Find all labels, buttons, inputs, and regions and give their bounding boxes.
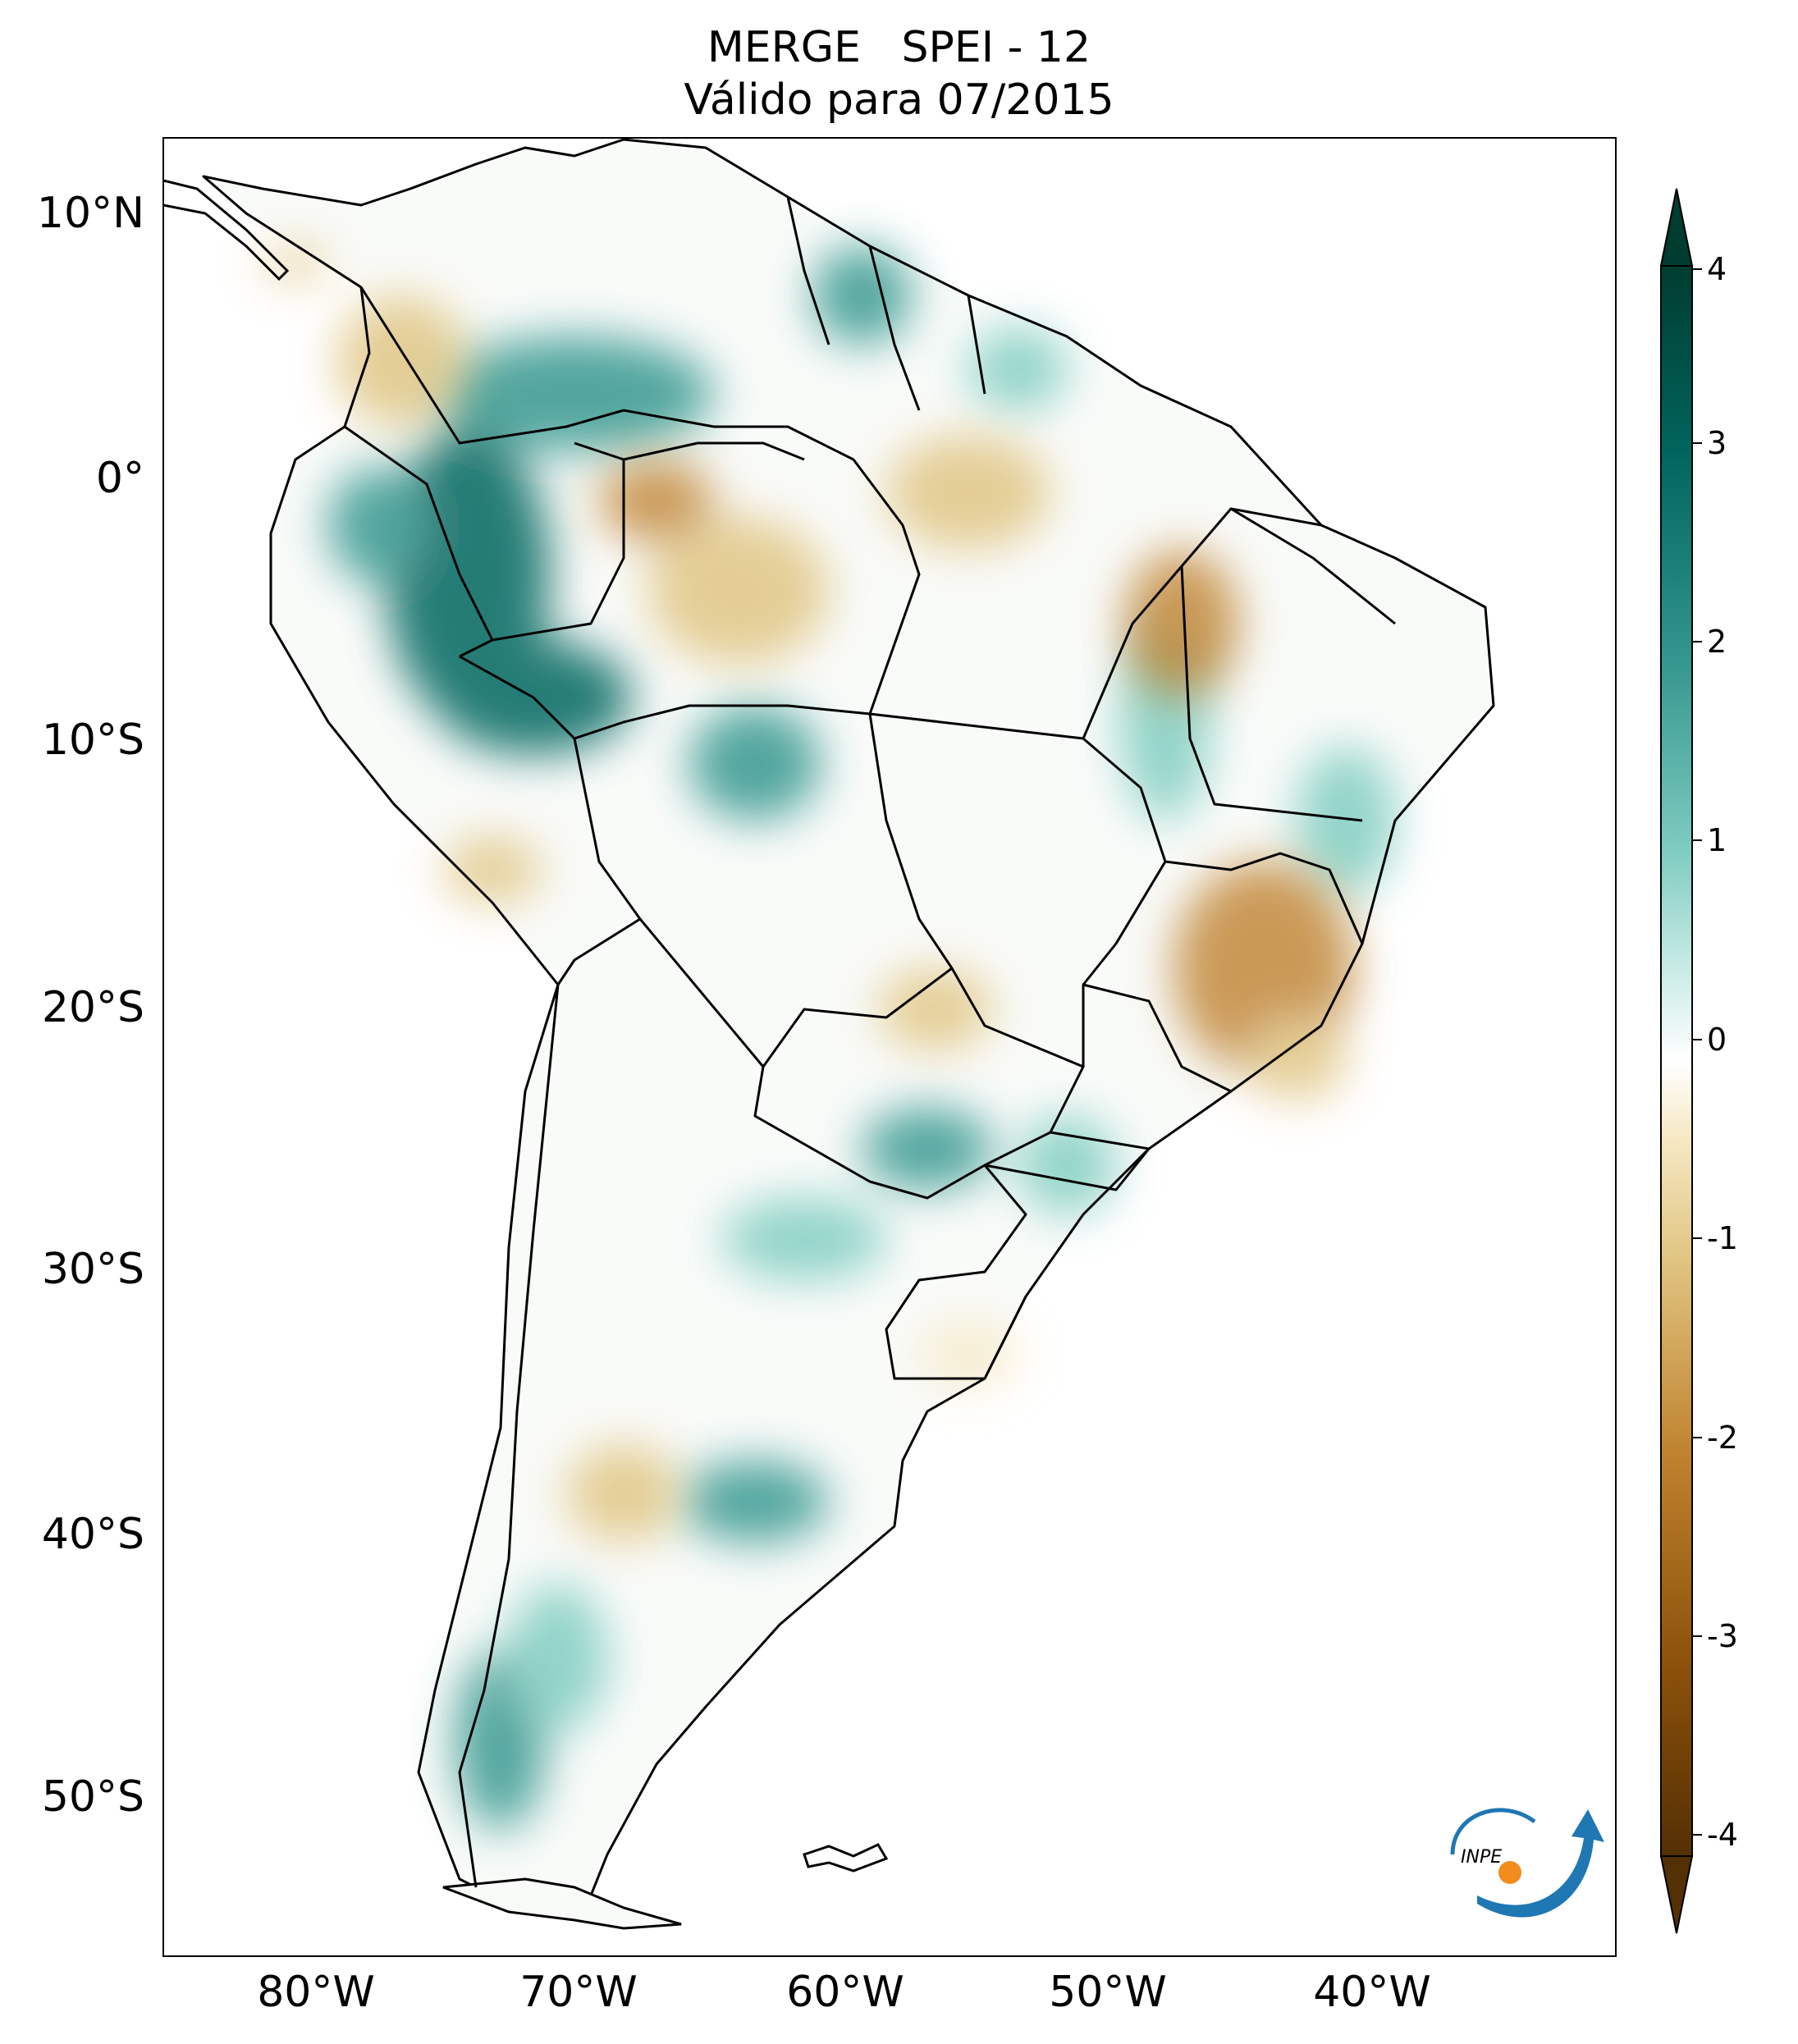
colorbar-tick-m4: -4 [1707, 1817, 1738, 1853]
colorbar-tick-0: 0 [1707, 1022, 1727, 1058]
lon-label-60w: 60°W [786, 1968, 904, 2017]
lon-label-40w: 40°W [1313, 1968, 1431, 2017]
colorbar-tick-m3: -3 [1707, 1618, 1738, 1654]
lat-label-20s: 20°S [41, 983, 144, 1032]
lat-label-10s: 10°S [41, 716, 144, 765]
lon-label-80w: 80°W [257, 1968, 375, 2017]
colorbar-tick-m2: -2 [1707, 1420, 1738, 1456]
lon-label-70w: 70°W [519, 1968, 638, 2017]
lat-label-0: 0° [95, 454, 144, 503]
colorbar-tick-m1: -1 [1707, 1220, 1738, 1256]
lat-label-30s: 30°S [41, 1245, 144, 1294]
colorbar-tick-2: 2 [1707, 624, 1727, 660]
colorbar-tick-1: 1 [1707, 822, 1727, 858]
colorbar [1659, 188, 1702, 1934]
map-subtitle: Válido para 07/2015 [684, 75, 1114, 125]
spei-field [163, 138, 1495, 1930]
lon-label-50w: 50°W [1049, 1968, 1167, 2017]
colorbar-tick-4: 4 [1707, 251, 1727, 287]
inpe-logo-icon: INPE [1450, 1808, 1604, 1918]
lat-label-40s: 40°S [41, 1510, 144, 1559]
lat-label-10n: 10°N [36, 189, 144, 238]
logo-text: INPE [1461, 1847, 1502, 1868]
lat-label-50s: 50°S [41, 1772, 144, 1822]
colorbar-tick-3: 3 [1707, 425, 1727, 461]
map-title: MERGE SPEI - 12 [707, 23, 1091, 72]
